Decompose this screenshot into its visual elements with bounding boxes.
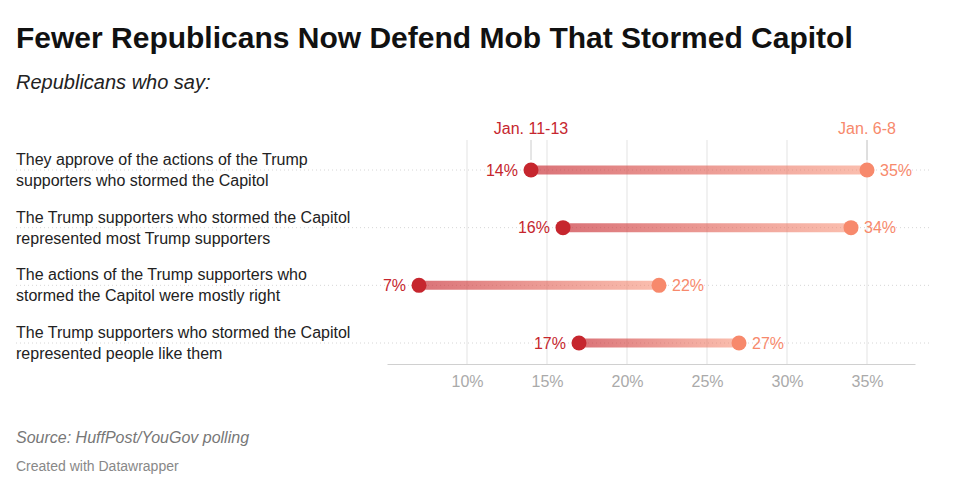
data-label: 35% [880,162,912,179]
series-name: Jan. 11-13 [494,120,569,137]
marks [412,163,875,351]
category-label: The Trump supporters who stormed the Cap… [16,209,350,247]
row-guide [16,227,930,228]
header-tick [531,140,532,160]
category-labels: They approve of the actions of the Trump… [16,151,350,362]
tick-label: 15% [531,373,563,390]
dot [860,163,875,178]
source: Source: HuffPost/YouGov polling [16,429,249,446]
grid-line [467,140,468,364]
data-label: 22% [672,277,704,294]
data-label: 14% [486,162,518,179]
data-labels: 14% 16% 7% 17% 35% 34% 22% 27% [383,162,912,352]
data-label: 27% [752,335,784,352]
subtitle: Republicans who say: [16,71,211,93]
tick-label: 10% [451,373,483,390]
dot [412,278,427,293]
header-tick [867,140,868,160]
x-axis: 10% 15% 20% 25% 30% 35% [388,365,916,391]
x-axis-line [388,364,916,365]
tick: 15% [531,373,563,390]
row-guides [16,170,930,343]
data-label: 7% [383,277,406,294]
tick: 35% [851,373,883,390]
dot [652,278,667,293]
tick-label: 35% [851,373,883,390]
series-name: Jan. 6-8 [838,120,896,137]
row-guide [16,343,930,344]
dot [524,163,539,178]
connector [579,339,739,348]
tick: 30% [771,373,803,390]
connector [531,166,867,175]
data-label: 17% [534,335,566,352]
tick-label: 30% [771,373,803,390]
series-headers: Jan. 11-13 Jan. 6-8 [494,120,896,160]
dot [732,336,747,351]
credit: Created with Datawrapper [16,458,179,474]
dot [572,336,587,351]
row-guide [16,170,930,171]
data-label: 16% [518,219,550,236]
chart: Fewer Republicans Now Defend Mob That St… [0,0,959,492]
title: Fewer Republicans Now Defend Mob That St… [16,21,853,54]
category-label: The actions of the Trump supporters whos… [16,266,307,304]
tick-label: 25% [691,373,723,390]
connector [563,223,851,232]
tick: 10% [451,373,483,390]
dot [844,220,859,235]
tick: 20% [611,373,643,390]
tick-label: 20% [611,373,643,390]
category-label: The Trump supporters who stormed the Cap… [16,324,350,362]
row-guide [16,285,930,286]
data-label: 34% [864,219,896,236]
tick: 25% [691,373,723,390]
grid [467,140,867,364]
category-label: They approve of the actions of the Trump… [16,151,308,189]
dot [556,220,571,235]
connector [419,281,659,290]
